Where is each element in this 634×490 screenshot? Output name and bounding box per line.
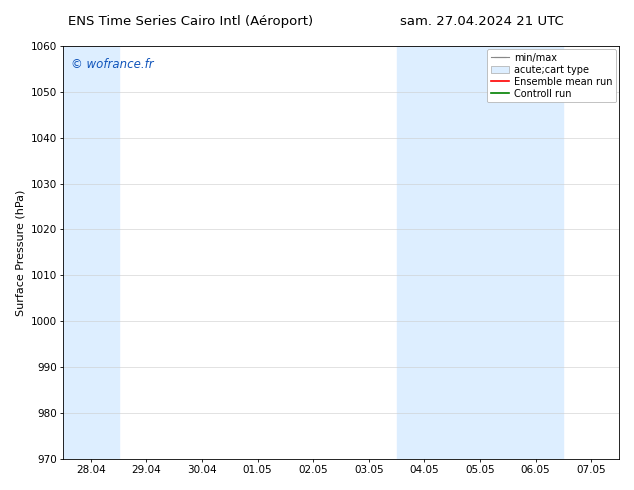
Bar — [508, 46, 564, 459]
Text: ENS Time Series Cairo Intl (Aéroport): ENS Time Series Cairo Intl (Aéroport) — [68, 15, 313, 28]
Y-axis label: Surface Pressure (hPa): Surface Pressure (hPa) — [15, 189, 25, 316]
Bar — [63, 46, 119, 459]
Text: sam. 27.04.2024 21 UTC: sam. 27.04.2024 21 UTC — [400, 15, 564, 28]
Text: © wofrance.fr: © wofrance.fr — [72, 58, 154, 72]
Legend: min/max, acute;cart type, Ensemble mean run, Controll run: min/max, acute;cart type, Ensemble mean … — [488, 49, 616, 102]
Bar — [397, 46, 508, 459]
